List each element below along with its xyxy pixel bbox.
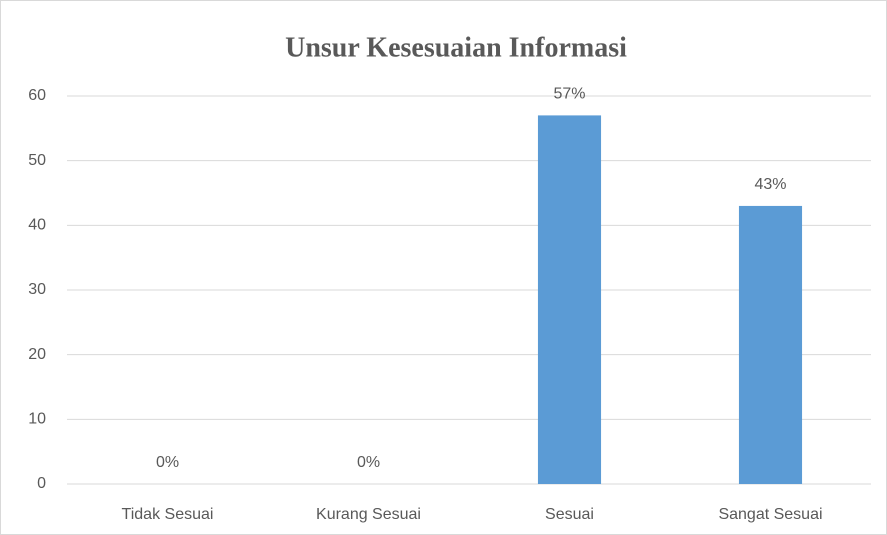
y-tick-label: 50 — [28, 152, 46, 169]
x-tick-label: Tidak Sesuai — [122, 506, 214, 523]
data-label: 0% — [156, 454, 179, 471]
x-tick-label: Sangat Sesuai — [718, 506, 822, 523]
x-tick-label: Sesuai — [545, 506, 594, 523]
y-tick-label: 30 — [28, 281, 46, 298]
bar — [738, 205, 803, 484]
data-label: 57% — [553, 86, 585, 103]
y-tick-label: 40 — [28, 217, 46, 234]
y-tick-label: 20 — [28, 346, 46, 363]
data-label: 43% — [754, 176, 786, 193]
y-tick-label: 10 — [28, 411, 46, 428]
chart-title: Unsur Kesesuaian Informasi — [285, 32, 627, 63]
y-tick-label: 60 — [28, 87, 46, 104]
x-tick-label: Kurang Sesuai — [316, 506, 421, 523]
data-label: 0% — [357, 454, 380, 471]
y-tick-label: 0 — [37, 475, 46, 492]
bar — [537, 115, 602, 485]
